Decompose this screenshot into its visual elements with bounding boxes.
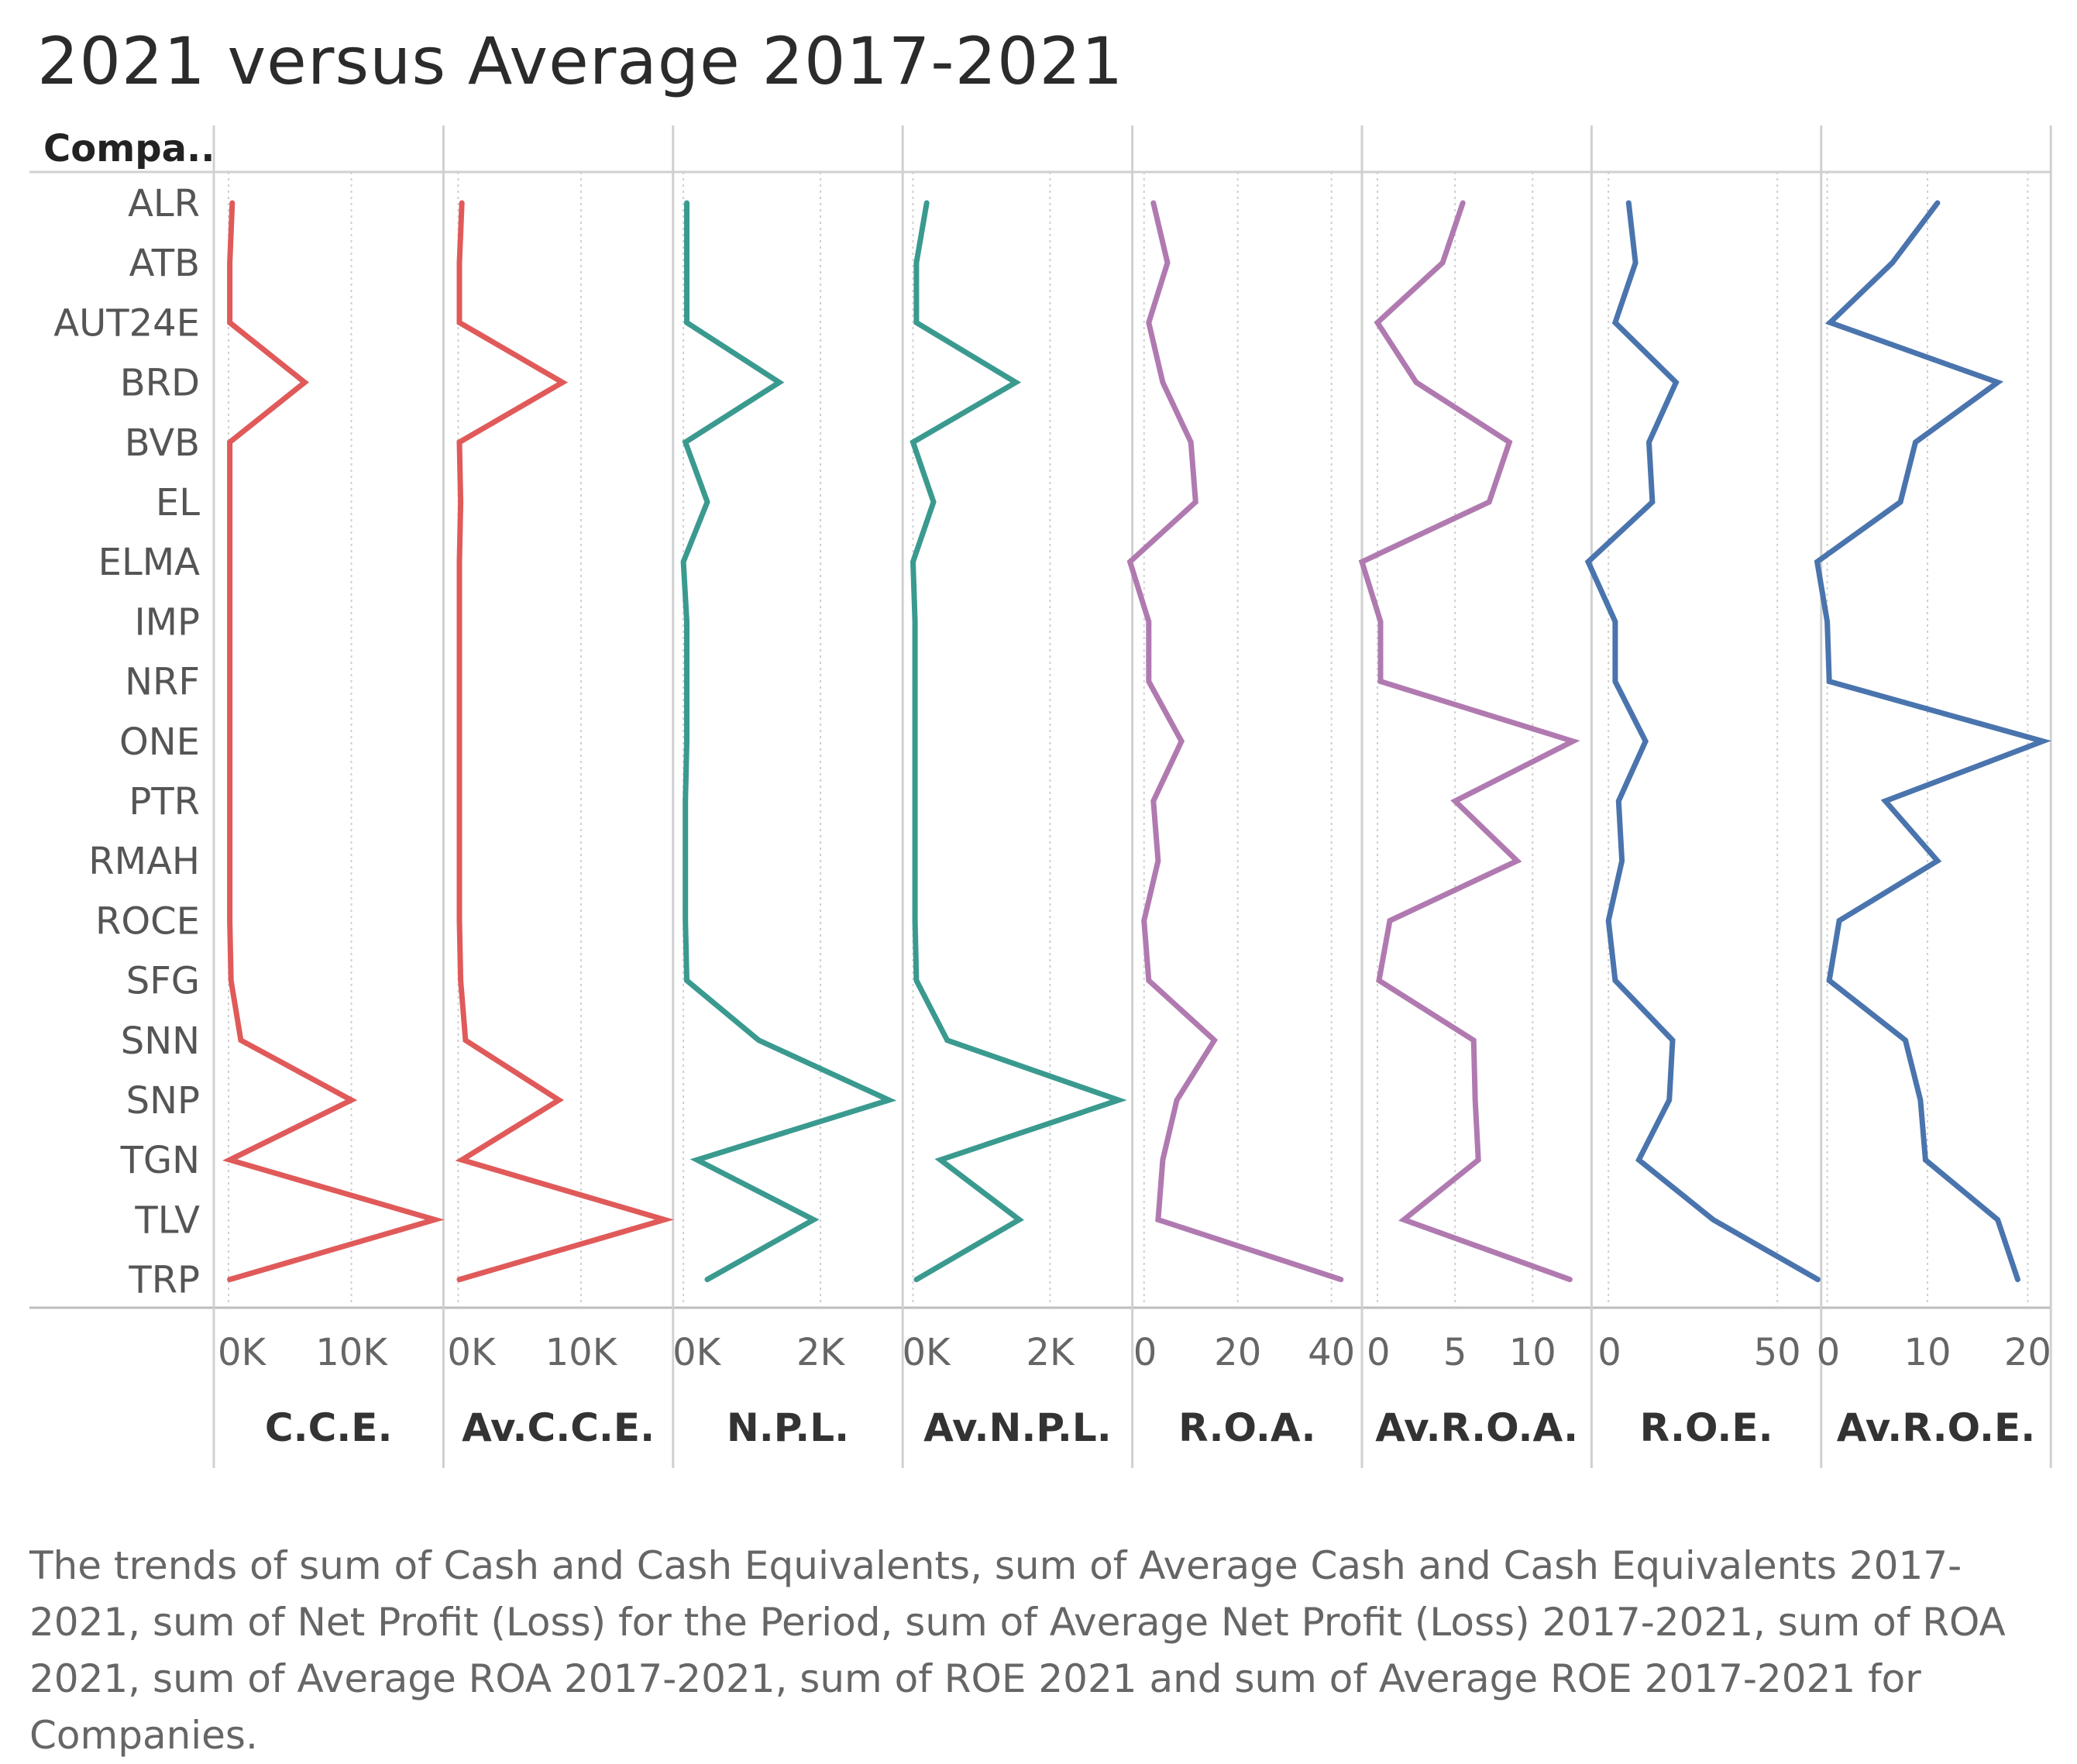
tick-label: 2K	[1026, 1331, 1075, 1374]
chart-frame	[29, 126, 2052, 1468]
row-labels: ALR ATB AUT24E BRD BVB EL ELMA IMP NRF ONE PTR RMAH…	[53, 182, 200, 1302]
chart-area: Compa.. ALR ATB AUT24E BRD BVB EL ELMA IMP NRF ON…	[29, 126, 2052, 1468]
tick-label: 10K	[315, 1331, 388, 1374]
tick-label: 10	[1509, 1331, 1556, 1374]
panel-c-c-e: 0K 10K C.C.E.	[218, 172, 445, 1450]
row-label: ROCE	[95, 899, 200, 943]
metric-label: C.C.E.	[265, 1405, 393, 1450]
tick-label: 0	[1133, 1331, 1157, 1374]
series-line	[222, 200, 445, 1283]
row-label: ONE	[119, 720, 200, 764]
row-label: PTR	[129, 780, 200, 824]
row-label: EL	[156, 481, 200, 524]
row-label: SNN	[121, 1020, 200, 1063]
tick-label: 0K	[672, 1331, 722, 1374]
metric-label: Av.N.P.L.	[923, 1405, 1112, 1450]
row-label: ALR	[128, 182, 200, 225]
row-label: BRD	[120, 362, 200, 405]
metric-label: N.P.L.	[727, 1405, 849, 1450]
tick-label: 20	[1214, 1331, 1261, 1374]
series-line	[455, 200, 675, 1283]
tick-label: 40	[1308, 1331, 1355, 1374]
row-label: RMAH	[88, 840, 200, 883]
tick-label: 0	[1597, 1331, 1621, 1374]
row-label: ELMA	[98, 541, 200, 584]
tick-label: 0K	[218, 1331, 267, 1374]
tick-label: 5	[1443, 1331, 1467, 1374]
row-label: ATB	[129, 242, 200, 285]
metric-label: R.O.E.	[1640, 1405, 1773, 1450]
row-label: NRF	[125, 661, 200, 704]
panel-av-r-o-e: 0 10 20 Av.R.O.E.	[1814, 172, 2051, 1450]
metric-label: Av.R.O.A.	[1375, 1405, 1578, 1450]
row-header: Compa..	[43, 127, 215, 170]
series-line	[680, 200, 897, 1283]
row-label: SNP	[126, 1079, 200, 1123]
metric-label: R.O.A.	[1178, 1405, 1315, 1450]
tick-label: 10K	[545, 1331, 618, 1374]
metric-label: Av.R.O.E.	[1837, 1405, 2035, 1450]
panel-av-r-o-a: 0 5 10 Av.R.O.A.	[1358, 172, 1580, 1450]
chart-caption: The trends of sum of Cash and Cash Equiv…	[29, 1543, 2006, 1758]
row-label: IMP	[134, 600, 200, 644]
series-line	[1358, 200, 1580, 1283]
metric-label: Av.C.C.E.	[462, 1405, 655, 1450]
tick-label: 10	[1903, 1331, 1951, 1374]
row-label: BVB	[125, 421, 200, 465]
series-line	[910, 200, 1127, 1283]
tick-label: 20	[2004, 1331, 2051, 1374]
row-label: AUT24E	[53, 301, 200, 345]
panel-av-n-p-l: 0K 2K Av.N.P.L.	[902, 172, 1127, 1450]
row-label: SFG	[126, 960, 200, 1003]
tick-label: 0K	[447, 1331, 497, 1374]
panel-r-o-a: 0 20 40 R.O.A.	[1126, 172, 1355, 1450]
series-line	[1126, 200, 1344, 1283]
row-label: TLV	[134, 1198, 200, 1242]
tick-label: 50	[1754, 1331, 1801, 1374]
series-line	[1814, 200, 2051, 1283]
tick-label: 2K	[796, 1331, 846, 1374]
series-line	[1584, 200, 1821, 1283]
tick-label: 0	[1817, 1331, 1841, 1374]
row-label: TRP	[128, 1259, 200, 1302]
chart-title: 2021 versus Average 2017-2021	[37, 23, 1124, 99]
tick-label: 0	[1367, 1331, 1391, 1374]
panel-r-o-e: 0 50 R.O.E.	[1584, 172, 1821, 1450]
panel-av-c-c-e: 0K 10K Av.C.C.E.	[447, 172, 675, 1450]
panel-n-p-l: 0K 2K N.P.L.	[672, 172, 897, 1450]
row-label: TGN	[120, 1139, 200, 1182]
tick-label: 0K	[902, 1331, 951, 1374]
